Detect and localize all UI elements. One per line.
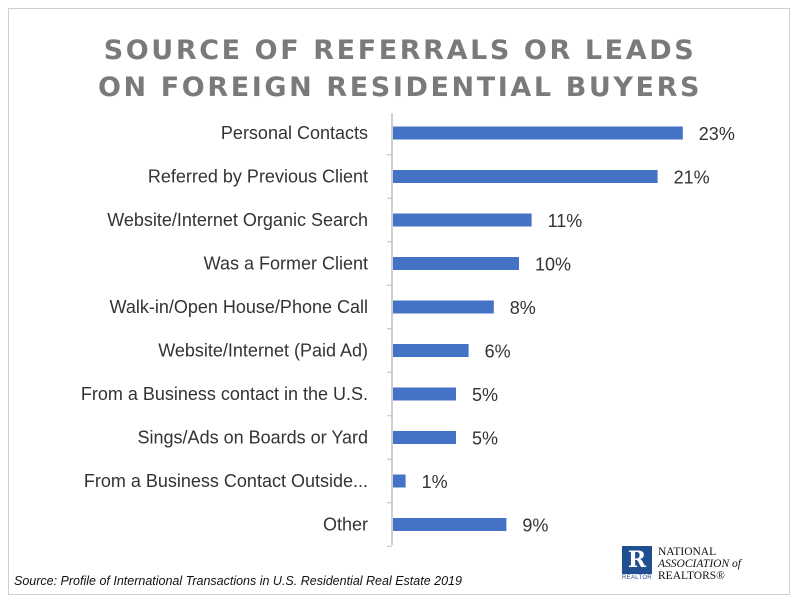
realtor-r-icon: R REALTOR <box>622 546 652 581</box>
bar <box>393 431 456 444</box>
data-label: 9% <box>522 516 548 536</box>
category-label: Website/Internet (Paid Ad) <box>158 341 368 361</box>
category-label: Was a Former Client <box>204 254 368 274</box>
chart-title-line-1: SOURCE OF REFERRALS OR LEADS <box>103 35 697 66</box>
bar <box>393 474 406 488</box>
logo-wordmark: NATIONAL ASSOCIATION of REALTORS® <box>658 546 741 582</box>
data-label: 6% <box>485 342 511 362</box>
data-label: 11% <box>548 211 583 231</box>
bar <box>393 126 683 140</box>
bar <box>393 213 532 227</box>
category-label: Walk-in/Open House/Phone Call <box>110 297 368 317</box>
data-label: 10% <box>535 255 571 275</box>
source-note: Source: Profile of International Transac… <box>14 574 462 588</box>
bar <box>393 170 658 183</box>
category-label: From a Business contact in the U.S. <box>81 384 368 404</box>
chart-title: SOURCE OF REFERRALS OR LEADS ON FOREIGN … <box>0 32 800 106</box>
data-label: 21% <box>674 168 710 188</box>
category-label: Sings/Ads on Boards or Yard <box>138 428 368 448</box>
chart-frame <box>8 8 790 595</box>
data-label: 23% <box>699 124 735 144</box>
nar-logo: R REALTOR NATIONAL ASSOCIATION of REALTO… <box>622 546 772 582</box>
category-label: Personal Contacts <box>221 123 368 143</box>
bar <box>393 387 456 401</box>
chart-title-line-2: ON FOREIGN RESIDENTIAL BUYERS <box>97 72 703 103</box>
data-label: 5% <box>472 385 498 405</box>
category-label: Website/Internet Organic Search <box>107 210 368 230</box>
data-label: 5% <box>472 429 498 449</box>
category-label: Referred by Previous Client <box>148 167 368 187</box>
bar <box>393 344 469 357</box>
data-label: 8% <box>510 298 536 318</box>
category-label: Other <box>323 515 368 535</box>
category-label: From a Business Contact Outside... <box>84 471 368 491</box>
bar <box>393 518 507 531</box>
data-label: 1% <box>422 472 448 492</box>
bar <box>393 300 494 314</box>
bar <box>393 257 519 270</box>
